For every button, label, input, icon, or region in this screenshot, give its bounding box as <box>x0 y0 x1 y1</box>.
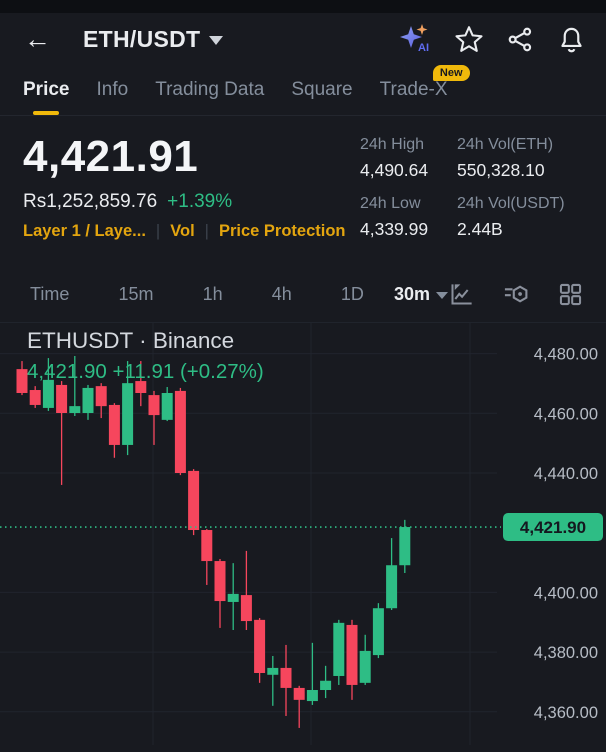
y-axis-label: 4,380.00 <box>534 644 598 662</box>
candle-body <box>201 530 213 562</box>
last-price: 4,421.91 <box>23 132 199 181</box>
interval-time[interactable]: Time <box>30 283 70 304</box>
candle-body <box>320 680 332 691</box>
candlestick-chart[interactable]: ETHUSDT · Binance 4,421.90 +11.91 (+0.27… <box>0 322 606 745</box>
vol-tag[interactable]: Vol <box>170 222 195 240</box>
chart-canvas[interactable]: 4,480.00 4,460.00 4,440.00 4,400.00 4,380.00… <box>0 323 606 745</box>
price-section: 4,421.91 Rs1,252,859.76 +1.39% Layer 1 /… <box>0 116 606 264</box>
price-change-percent: +1.39% <box>167 191 233 212</box>
chevron-down-icon <box>209 36 224 45</box>
stat-24h-high: 24h High 4,490.64 <box>360 136 429 180</box>
candle-body <box>359 650 371 683</box>
favorite-star-icon[interactable] <box>454 24 484 54</box>
ai-assistant-icon[interactable]: AI <box>398 22 432 56</box>
candle-body <box>293 687 305 700</box>
candle-body <box>56 384 68 414</box>
candle-body <box>267 667 279 675</box>
y-axis-label: 4,400.00 <box>534 584 598 602</box>
tab-info[interactable]: Info <box>96 79 129 100</box>
stats-grid: 24h High 4,490.64 24h Vol(ETH) 550,328.1… <box>360 132 598 254</box>
candle-body <box>29 390 41 405</box>
tab-bar: Price Info Trading Data Square Trade-X N… <box>0 65 606 115</box>
status-bar <box>0 0 606 13</box>
stat-24h-vol-usdt: 24h Vol(USDT) 2.44B <box>457 195 565 239</box>
interval-15m[interactable]: 15m <box>118 283 154 304</box>
interval-1h[interactable]: 1h <box>202 283 223 304</box>
candle-body <box>188 470 200 531</box>
symbol-title: ETH/USDT <box>83 25 201 52</box>
y-axis-label: 4,360.00 <box>534 704 598 722</box>
current-price-badge <box>503 513 603 542</box>
candle-body <box>16 369 28 394</box>
chart-ohlc-readout: 4,421.90 +11.91 (+0.27%) <box>27 360 264 383</box>
candle-body <box>135 381 147 394</box>
current-price-badge-label: 4,421.90 <box>520 518 586 537</box>
candle-body <box>372 608 384 656</box>
candle-body <box>346 624 358 685</box>
candle-body <box>69 406 81 414</box>
back-button[interactable]: ← <box>24 23 51 54</box>
candle-body <box>122 383 134 445</box>
chevron-down-icon <box>436 291 448 299</box>
interval-toolbar: Time 15m 1h 4h 1D 30m <box>0 264 606 322</box>
candle-body <box>306 690 318 702</box>
candle-body <box>280 667 292 688</box>
header: ← ETH/USDT AI <box>0 13 606 65</box>
candle-body <box>240 595 252 622</box>
divider <box>0 115 606 116</box>
candle-body <box>227 593 239 602</box>
fiat-price: Rs1,252,859.76 <box>23 191 158 212</box>
tab-trading-data[interactable]: Trading Data <box>155 79 265 100</box>
line-chart-icon[interactable] <box>448 281 475 308</box>
interval-dropdown[interactable]: 30m <box>394 284 448 305</box>
candle-body <box>399 527 411 566</box>
stat-24h-low: 24h Low 4,339.99 <box>360 195 429 239</box>
grid-layout-icon[interactable] <box>557 281 584 308</box>
price-protection-tag[interactable]: Price Protection <box>218 222 346 240</box>
candle-body <box>82 387 94 414</box>
new-badge: New <box>432 65 470 81</box>
y-axis-label: 4,480.00 <box>534 346 598 364</box>
tab-trade-x[interactable]: Trade-X New <box>380 65 470 113</box>
tab-square[interactable]: Square <box>291 79 353 100</box>
bell-icon[interactable] <box>557 25 586 54</box>
chart-symbol-title: ETHUSDT · Binance <box>27 328 235 353</box>
candle-body <box>161 393 173 420</box>
interval-1d[interactable]: 1D <box>340 283 364 304</box>
tab-price[interactable]: Price <box>23 79 69 115</box>
y-axis-label: 4,440.00 <box>534 465 598 483</box>
candle-body <box>42 379 54 408</box>
share-icon[interactable] <box>506 25 535 54</box>
candle-body <box>95 386 107 407</box>
candle-body <box>386 565 398 609</box>
indicator-settings-icon[interactable] <box>502 280 530 308</box>
candle-body <box>254 619 266 673</box>
candle-body <box>214 561 226 602</box>
active-tab-underline <box>33 111 60 115</box>
interval-4h[interactable]: 4h <box>271 283 292 304</box>
stat-24h-vol-eth: 24h Vol(ETH) 550,328.10 <box>457 136 554 180</box>
symbol-selector[interactable]: ETH/USDT <box>83 25 224 53</box>
candle-body <box>333 622 345 676</box>
candle-body <box>108 404 120 445</box>
y-axis-label: 4,460.00 <box>534 405 598 423</box>
category-tag[interactable]: Layer 1 / Laye... <box>23 222 146 240</box>
candle-body <box>148 395 160 416</box>
svg-text:AI: AI <box>418 42 429 54</box>
candle-body <box>174 390 186 473</box>
